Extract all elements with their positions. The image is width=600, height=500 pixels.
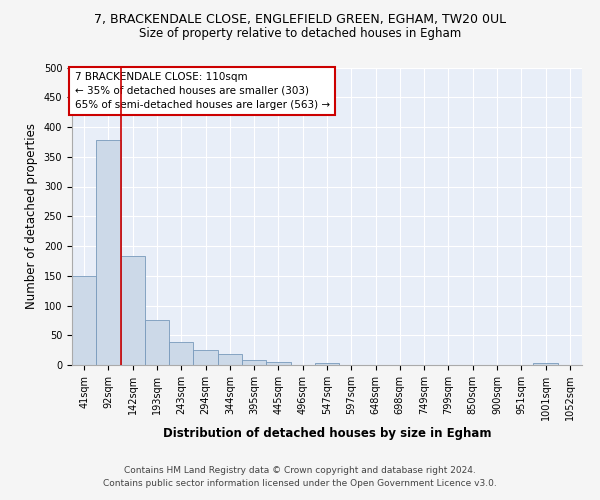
X-axis label: Distribution of detached houses by size in Egham: Distribution of detached houses by size … [163, 427, 491, 440]
Bar [242, 360, 266, 365]
Text: 7, BRACKENDALE CLOSE, ENGLEFIELD GREEN, EGHAM, TW20 0UL: 7, BRACKENDALE CLOSE, ENGLEFIELD GREEN, … [94, 12, 506, 26]
Bar [72, 276, 96, 365]
Y-axis label: Number of detached properties: Number of detached properties [25, 123, 38, 309]
Bar [193, 350, 218, 365]
Bar [121, 256, 145, 365]
Bar [145, 320, 169, 365]
Bar [533, 362, 558, 365]
Bar [218, 354, 242, 365]
Text: Contains HM Land Registry data © Crown copyright and database right 2024.
Contai: Contains HM Land Registry data © Crown c… [103, 466, 497, 487]
Bar [96, 140, 121, 365]
Bar [266, 362, 290, 365]
Text: 7 BRACKENDALE CLOSE: 110sqm
← 35% of detached houses are smaller (303)
65% of se: 7 BRACKENDALE CLOSE: 110sqm ← 35% of det… [74, 72, 329, 110]
Text: Size of property relative to detached houses in Egham: Size of property relative to detached ho… [139, 28, 461, 40]
Bar [169, 342, 193, 365]
Bar [315, 362, 339, 365]
